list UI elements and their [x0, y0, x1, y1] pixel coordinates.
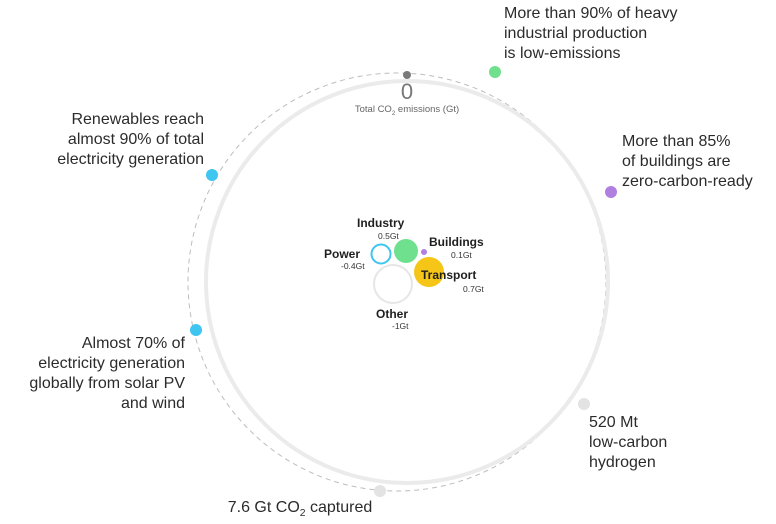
power-value: -0.4Gt [341, 261, 365, 271]
total-emissions-label: Total CO2 emissions (Gt) [354, 104, 460, 117]
buildings-label: Buildings [429, 235, 484, 249]
zero-marker [403, 71, 411, 79]
buildings-milestone-dot [605, 186, 617, 198]
ccus-milestone-dot [374, 485, 386, 497]
transport-label: Transport [421, 268, 477, 282]
industry-label: Industry [357, 216, 405, 230]
total-emissions-value: 0 [400, 79, 414, 104]
industry-milestone-dot [489, 66, 501, 78]
buildings-value: 0.1Gt [451, 250, 472, 260]
buildings-bubble [421, 249, 427, 255]
hydrogen-milestone-dot [578, 398, 590, 410]
hydrogen-milestone-label: 520 Mt low-carbon hydrogen [589, 414, 668, 471]
renewables-milestone-dot [206, 169, 218, 181]
other-bubble [373, 264, 413, 304]
industry-value: 0.5Gt [378, 231, 399, 241]
power-label: Power [324, 247, 361, 261]
emissions-ring [204, 79, 610, 485]
solar-wind-milestone-label: Almost 70% of electricity generation glo… [29, 335, 185, 412]
transport-bubble [414, 257, 444, 287]
power-bubble [370, 243, 392, 265]
industry-milestone-label: More than 90% of heavy industrial produc… [504, 5, 678, 62]
ccus-milestone-label: 7.6 Gt CO2 captured [227, 499, 373, 520]
buildings-milestone-label: More than 85% of buildings are zero-carb… [622, 133, 753, 190]
other-value: -1Gt [392, 321, 409, 331]
other-label: Other [376, 307, 409, 321]
renewables-milestone-label: Renewables reach almost 90% of total ele… [57, 111, 204, 168]
solar-wind-milestone-dot [190, 324, 202, 336]
industry-bubble [394, 239, 418, 263]
transport-value: 0.7Gt [463, 284, 484, 294]
